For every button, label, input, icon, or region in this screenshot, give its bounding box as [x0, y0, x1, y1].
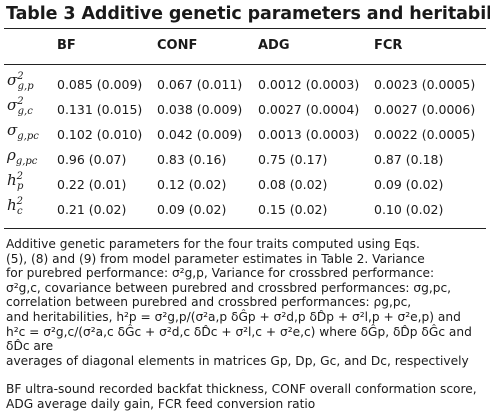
table-cell: 0.0023 (0.0005): [374, 77, 476, 92]
table-title: Table 3 Additive genetic parameters and …: [6, 4, 490, 24]
column-header-conf: CONF: [157, 38, 198, 53]
param-sigma2-gp: σ2g,p: [7, 71, 34, 92]
footnote-line: averages of diagonal elements in matrice…: [6, 353, 469, 368]
table-cell: 0.067 (0.011): [157, 77, 243, 92]
table-cell: 0.09 (0.02): [374, 177, 444, 192]
footnote-line: Additive genetic parameters for the four…: [6, 237, 420, 251]
table-cell: 0.0027 (0.0006): [374, 102, 476, 117]
column-header-fcr: FCR: [374, 38, 403, 53]
table-cell: 0.75 (0.17): [258, 152, 328, 167]
table-row: ρg,pc 0.96 (0.07) 0.83 (0.16) 0.75 (0.17…: [0, 148, 490, 172]
table-cell: 0.22 (0.01): [57, 177, 127, 192]
footnote-line: h²c = σ²g,c/(σ²a,c δĜc + σ²d,c δD̂c + σ²…: [6, 324, 472, 354]
table-row: h2c 0.21 (0.02) 0.09 (0.02) 0.15 (0.02) …: [0, 197, 490, 221]
table-cell: 0.83 (0.16): [157, 152, 227, 167]
table-cell: 0.87 (0.18): [374, 152, 444, 167]
param-rho-gpc: ρg,pc: [7, 146, 38, 167]
param-h2-p: h2p: [7, 171, 24, 192]
param-sigma-gpc: σg,pc: [7, 121, 39, 142]
footnote-line: σ²g,c, covariance between purebred and c…: [6, 280, 452, 295]
table-row: σ2g,c 0.131 (0.015) 0.038 (0.009) 0.0027…: [0, 97, 490, 121]
header-rule: [4, 64, 486, 66]
table-row: σ2g,p 0.085 (0.009) 0.067 (0.011) 0.0012…: [0, 72, 490, 96]
table-cell: 0.96 (0.07): [57, 152, 127, 167]
table-cell: 0.15 (0.02): [258, 202, 328, 217]
table-cell: 0.038 (0.009): [157, 102, 243, 117]
table-cell: 0.21 (0.02): [57, 202, 127, 217]
table-cell: 0.08 (0.02): [258, 177, 328, 192]
table-cell: 0.0027 (0.0004): [258, 102, 360, 117]
footnote-line: (5), (8) and (9) from model parameter es…: [6, 251, 425, 266]
table-cell: 0.12 (0.02): [157, 177, 227, 192]
footnote-line: for purebred performance: σ²g,p, Varianc…: [6, 266, 435, 281]
column-header-bf: BF: [57, 38, 76, 53]
table-cell: 0.042 (0.009): [157, 127, 243, 142]
top-rule: [4, 28, 486, 30]
footnote-line: and heritabilities, h²p = σ²g,p/(σ²a,p δ…: [6, 309, 461, 324]
bottom-rule: [4, 228, 486, 230]
param-sigma2-gc: σ2g,c: [7, 96, 33, 117]
table-cell: 0.09 (0.02): [157, 202, 227, 217]
table-row: h2p 0.22 (0.01) 0.12 (0.02) 0.08 (0.02) …: [0, 172, 490, 196]
table-footnote: Additive genetic parameters for the four…: [6, 237, 484, 368]
table-cell: 0.0012 (0.0003): [258, 77, 360, 92]
table-cell: 0.131 (0.015): [57, 102, 143, 117]
table-cell: 0.0013 (0.0003): [258, 127, 360, 142]
table-row: σg,pc 0.102 (0.010) 0.042 (0.009) 0.0013…: [0, 123, 490, 147]
table-cell: 0.10 (0.02): [374, 202, 444, 217]
column-header-adg: ADG: [258, 38, 290, 53]
table-cell: 0.085 (0.009): [57, 77, 143, 92]
footnote-line: correlation between purebred and crossbr…: [6, 295, 412, 310]
table-cell: 0.102 (0.010): [57, 127, 143, 142]
abbreviations-note: BF ultra-sound recorded backfat thicknes…: [6, 382, 477, 411]
table-cell: 0.0022 (0.0005): [374, 127, 476, 142]
param-h2-c: h2c: [7, 196, 24, 217]
